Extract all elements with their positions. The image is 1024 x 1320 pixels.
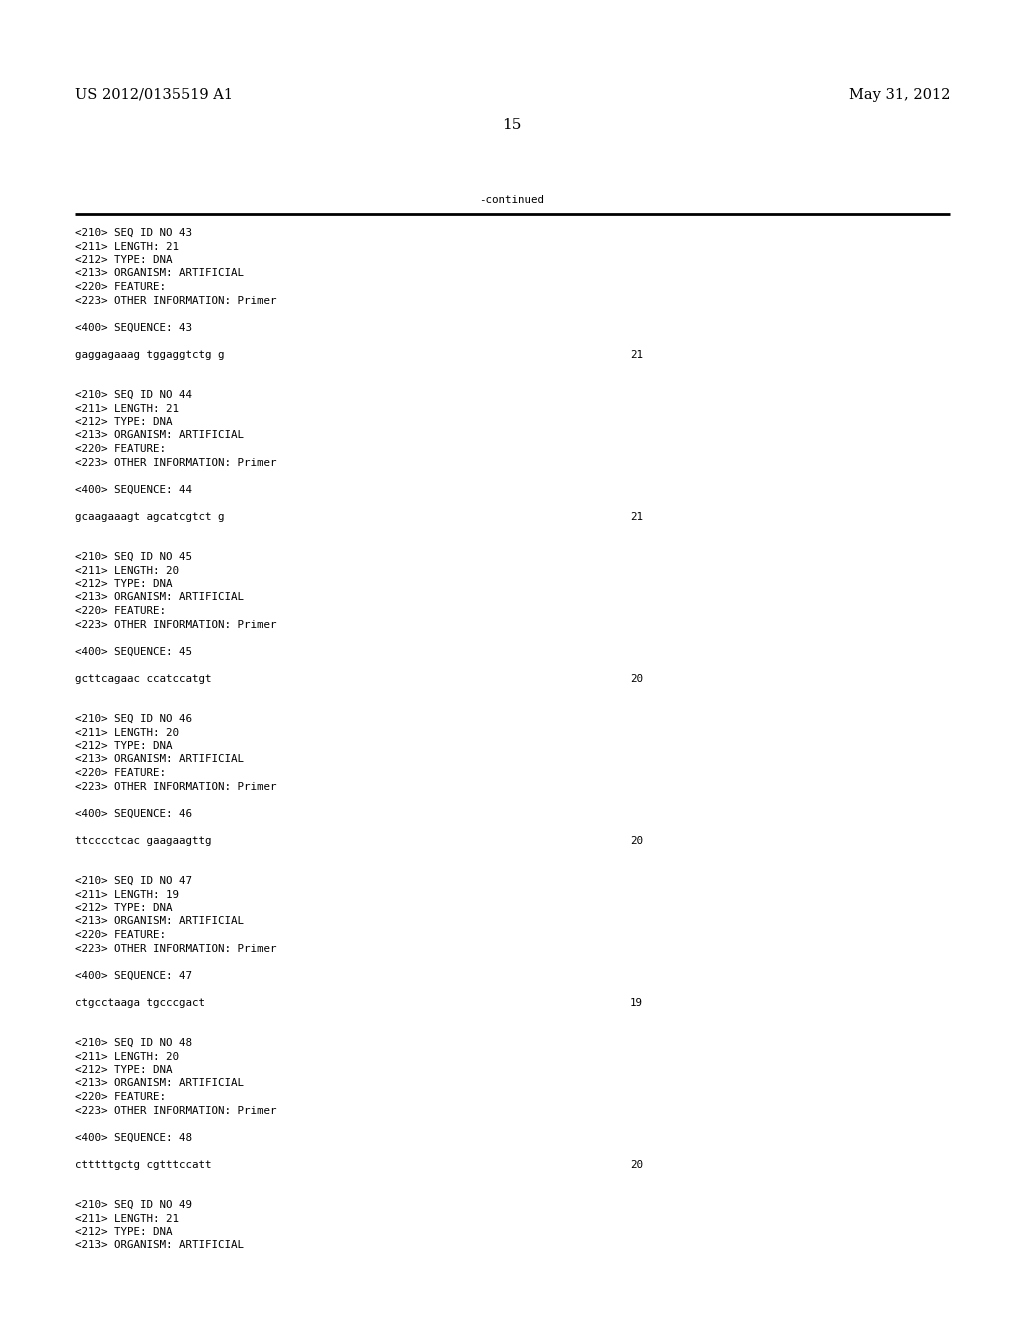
Text: May 31, 2012: May 31, 2012 — [849, 88, 950, 102]
Text: <211> LENGTH: 21: <211> LENGTH: 21 — [75, 404, 179, 413]
Text: <400> SEQUENCE: 43: <400> SEQUENCE: 43 — [75, 322, 193, 333]
Text: <400> SEQUENCE: 45: <400> SEQUENCE: 45 — [75, 647, 193, 656]
Text: 20: 20 — [630, 836, 643, 846]
Text: <213> ORGANISM: ARTIFICIAL: <213> ORGANISM: ARTIFICIAL — [75, 268, 244, 279]
Text: 20: 20 — [630, 1159, 643, 1170]
Text: 19: 19 — [630, 998, 643, 1007]
Text: <213> ORGANISM: ARTIFICIAL: <213> ORGANISM: ARTIFICIAL — [75, 1241, 244, 1250]
Text: <212> TYPE: DNA: <212> TYPE: DNA — [75, 417, 172, 426]
Text: <223> OTHER INFORMATION: Primer: <223> OTHER INFORMATION: Primer — [75, 781, 276, 792]
Text: <400> SEQUENCE: 46: <400> SEQUENCE: 46 — [75, 808, 193, 818]
Text: <220> FEATURE:: <220> FEATURE: — [75, 768, 166, 777]
Text: <211> LENGTH: 21: <211> LENGTH: 21 — [75, 242, 179, 252]
Text: <210> SEQ ID NO 47: <210> SEQ ID NO 47 — [75, 876, 193, 886]
Text: <212> TYPE: DNA: <212> TYPE: DNA — [75, 1228, 172, 1237]
Text: <211> LENGTH: 20: <211> LENGTH: 20 — [75, 565, 179, 576]
Text: <210> SEQ ID NO 48: <210> SEQ ID NO 48 — [75, 1038, 193, 1048]
Text: gcttcagaac ccatccatgt: gcttcagaac ccatccatgt — [75, 673, 212, 684]
Text: <220> FEATURE:: <220> FEATURE: — [75, 282, 166, 292]
Text: <400> SEQUENCE: 48: <400> SEQUENCE: 48 — [75, 1133, 193, 1143]
Text: <220> FEATURE:: <220> FEATURE: — [75, 1092, 166, 1102]
Text: <212> TYPE: DNA: <212> TYPE: DNA — [75, 255, 172, 265]
Text: <213> ORGANISM: ARTIFICIAL: <213> ORGANISM: ARTIFICIAL — [75, 430, 244, 441]
Text: <213> ORGANISM: ARTIFICIAL: <213> ORGANISM: ARTIFICIAL — [75, 755, 244, 764]
Text: <210> SEQ ID NO 43: <210> SEQ ID NO 43 — [75, 228, 193, 238]
Text: <213> ORGANISM: ARTIFICIAL: <213> ORGANISM: ARTIFICIAL — [75, 593, 244, 602]
Text: <211> LENGTH: 20: <211> LENGTH: 20 — [75, 1052, 179, 1061]
Text: <210> SEQ ID NO 44: <210> SEQ ID NO 44 — [75, 389, 193, 400]
Text: ctgcctaaga tgcccgact: ctgcctaaga tgcccgact — [75, 998, 205, 1007]
Text: <220> FEATURE:: <220> FEATURE: — [75, 606, 166, 616]
Text: gcaagaaagt agcatcgtct g: gcaagaaagt agcatcgtct g — [75, 511, 224, 521]
Text: <213> ORGANISM: ARTIFICIAL: <213> ORGANISM: ARTIFICIAL — [75, 916, 244, 927]
Text: <212> TYPE: DNA: <212> TYPE: DNA — [75, 579, 172, 589]
Text: <211> LENGTH: 19: <211> LENGTH: 19 — [75, 890, 179, 899]
Text: <223> OTHER INFORMATION: Primer: <223> OTHER INFORMATION: Primer — [75, 1106, 276, 1115]
Text: <211> LENGTH: 20: <211> LENGTH: 20 — [75, 727, 179, 738]
Text: <223> OTHER INFORMATION: Primer: <223> OTHER INFORMATION: Primer — [75, 458, 276, 467]
Text: <223> OTHER INFORMATION: Primer: <223> OTHER INFORMATION: Primer — [75, 619, 276, 630]
Text: <212> TYPE: DNA: <212> TYPE: DNA — [75, 741, 172, 751]
Text: -continued: -continued — [479, 195, 545, 205]
Text: 21: 21 — [630, 511, 643, 521]
Text: <220> FEATURE:: <220> FEATURE: — [75, 444, 166, 454]
Text: <210> SEQ ID NO 46: <210> SEQ ID NO 46 — [75, 714, 193, 723]
Text: 20: 20 — [630, 673, 643, 684]
Text: <223> OTHER INFORMATION: Primer: <223> OTHER INFORMATION: Primer — [75, 944, 276, 953]
Text: <212> TYPE: DNA: <212> TYPE: DNA — [75, 903, 172, 913]
Text: <213> ORGANISM: ARTIFICIAL: <213> ORGANISM: ARTIFICIAL — [75, 1078, 244, 1089]
Text: 15: 15 — [503, 117, 521, 132]
Text: <212> TYPE: DNA: <212> TYPE: DNA — [75, 1065, 172, 1074]
Text: <210> SEQ ID NO 45: <210> SEQ ID NO 45 — [75, 552, 193, 562]
Text: ttcccctcac gaagaagttg: ttcccctcac gaagaagttg — [75, 836, 212, 846]
Text: <223> OTHER INFORMATION: Primer: <223> OTHER INFORMATION: Primer — [75, 296, 276, 305]
Text: <400> SEQUENCE: 44: <400> SEQUENCE: 44 — [75, 484, 193, 495]
Text: <220> FEATURE:: <220> FEATURE: — [75, 931, 166, 940]
Text: ctttttgctg cgtttccatt: ctttttgctg cgtttccatt — [75, 1159, 212, 1170]
Text: <400> SEQUENCE: 47: <400> SEQUENCE: 47 — [75, 970, 193, 981]
Text: gaggagaaag tggaggtctg g: gaggagaaag tggaggtctg g — [75, 350, 224, 359]
Text: US 2012/0135519 A1: US 2012/0135519 A1 — [75, 88, 233, 102]
Text: 21: 21 — [630, 350, 643, 359]
Text: <211> LENGTH: 21: <211> LENGTH: 21 — [75, 1213, 179, 1224]
Text: <210> SEQ ID NO 49: <210> SEQ ID NO 49 — [75, 1200, 193, 1210]
